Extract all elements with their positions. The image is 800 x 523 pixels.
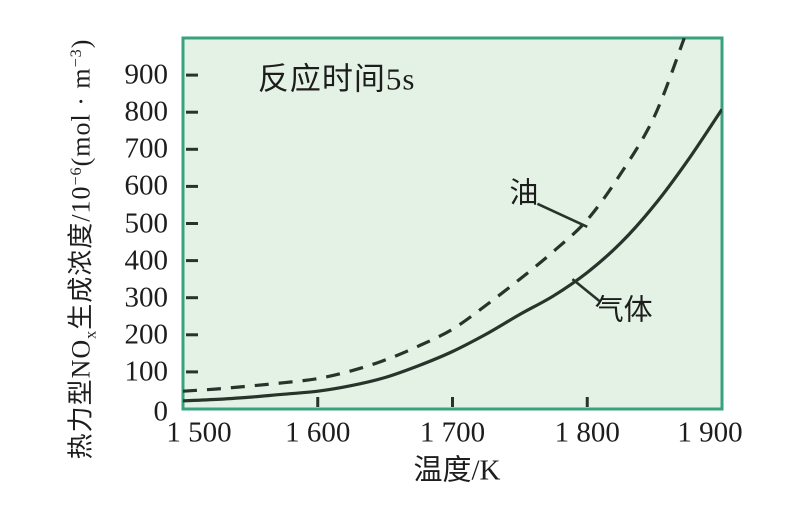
plot-frame (181, 36, 724, 411)
y-tick-label-500: 500 (124, 207, 169, 239)
y-tick-label-200: 200 (124, 318, 169, 351)
curve-oil-dashed (183, 38, 686, 393)
leader-line (571, 278, 601, 303)
x-axis-title: 温度/K (413, 454, 501, 487)
y-tick-label-900: 900 (124, 58, 169, 91)
curve-gas-solid (183, 108, 722, 403)
series-label-gas: 气体 (594, 294, 653, 327)
annotation-reaction-time: 反应时间5s (257, 61, 416, 97)
x-tick-label-1800: 1 800 (554, 416, 620, 449)
y-tick-label-100: 100 (124, 355, 169, 388)
y-tick-label-0: 0 (153, 395, 169, 428)
curves-group (183, 38, 722, 403)
y-tick-label-800: 800 (124, 95, 169, 128)
series-label-oil: 油 (509, 177, 539, 210)
y-tick-label-600: 600 (124, 169, 169, 202)
y-tick-label-300: 300 (124, 281, 169, 314)
x-tick-label-1900: 1 900 (677, 416, 743, 449)
x-tick-label-1500: 1 500 (166, 416, 232, 449)
y-tick-label-400: 400 (124, 244, 169, 277)
leader-line (536, 202, 588, 229)
x-tick-label-1700: 1 700 (419, 416, 486, 449)
y-tick-label-700: 700 (124, 132, 169, 165)
x-tick-label-1600: 1 600 (285, 416, 351, 449)
